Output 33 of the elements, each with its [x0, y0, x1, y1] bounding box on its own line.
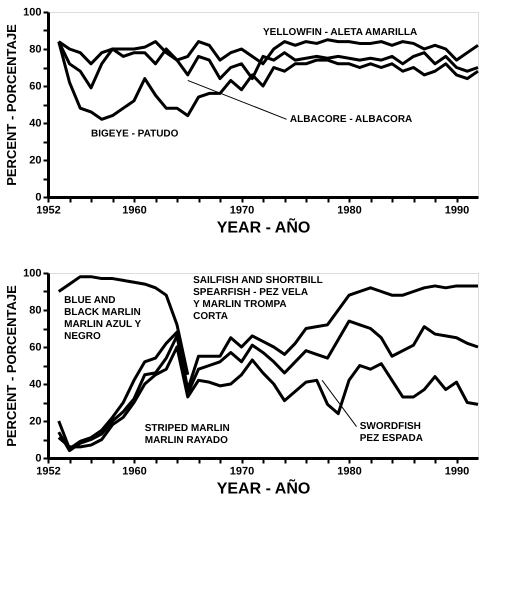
- x-tick-label: 1952: [36, 204, 61, 216]
- text: STRIPED MARLIN MARLIN RAYADO: [144, 422, 230, 446]
- x-axis-title: YEAR - AÑO: [216, 218, 310, 236]
- x-axis-title: YEAR - AÑO: [216, 478, 310, 498]
- x-tick-label: 1980: [337, 466, 362, 478]
- y-tick-label: 100: [23, 268, 42, 280]
- y-tick-label: 60: [29, 342, 42, 354]
- y-tick-label: 80: [29, 304, 42, 316]
- text: ALBACORE - ALBACORA: [290, 114, 412, 125]
- series-label: BIGEYE - PATUDO: [91, 128, 179, 140]
- y-tick-label: 40: [29, 378, 42, 390]
- y-tick-label: 0: [35, 452, 42, 464]
- y-axis-title: PERCENT - PORCENTAJE: [4, 24, 20, 186]
- y-tick-label: 20: [29, 154, 42, 166]
- x-tick-label: 1990: [444, 204, 470, 216]
- series-label: BLUE AND BLACK MARLIN MARLIN AZUL Y NEGRO: [64, 295, 142, 342]
- text: SWORDFISH PEZ ESPADA: [360, 421, 423, 444]
- y-tick-label: 60: [29, 80, 42, 92]
- y-tick-label: 40: [29, 118, 42, 130]
- y-tick-label: 80: [29, 44, 42, 56]
- x-tick-label: 1990: [444, 466, 470, 478]
- series-label: SAILFISH AND SHORTBILL SPEARFISH - PEZ VELA Y MARLIN TROMPA CORTA: [193, 274, 323, 322]
- y-tick-label: 100: [23, 6, 42, 18]
- x-tick-label: 1980: [337, 204, 362, 216]
- x-tick-label: 1952: [36, 466, 61, 478]
- x-tick-label: 1970: [230, 204, 254, 216]
- x-tick-label: 1970: [230, 466, 254, 478]
- y-tick-label: 20: [29, 416, 42, 428]
- x-tick-label: 1960: [122, 466, 147, 478]
- x-tick-label: 1960: [122, 204, 147, 216]
- y-axis-title: PERCENT - PORCENTAJE: [4, 284, 20, 447]
- y-tick-label: 0: [35, 192, 42, 204]
- series-label: YELLOWFIN - ALETA AMARILLA: [263, 26, 418, 38]
